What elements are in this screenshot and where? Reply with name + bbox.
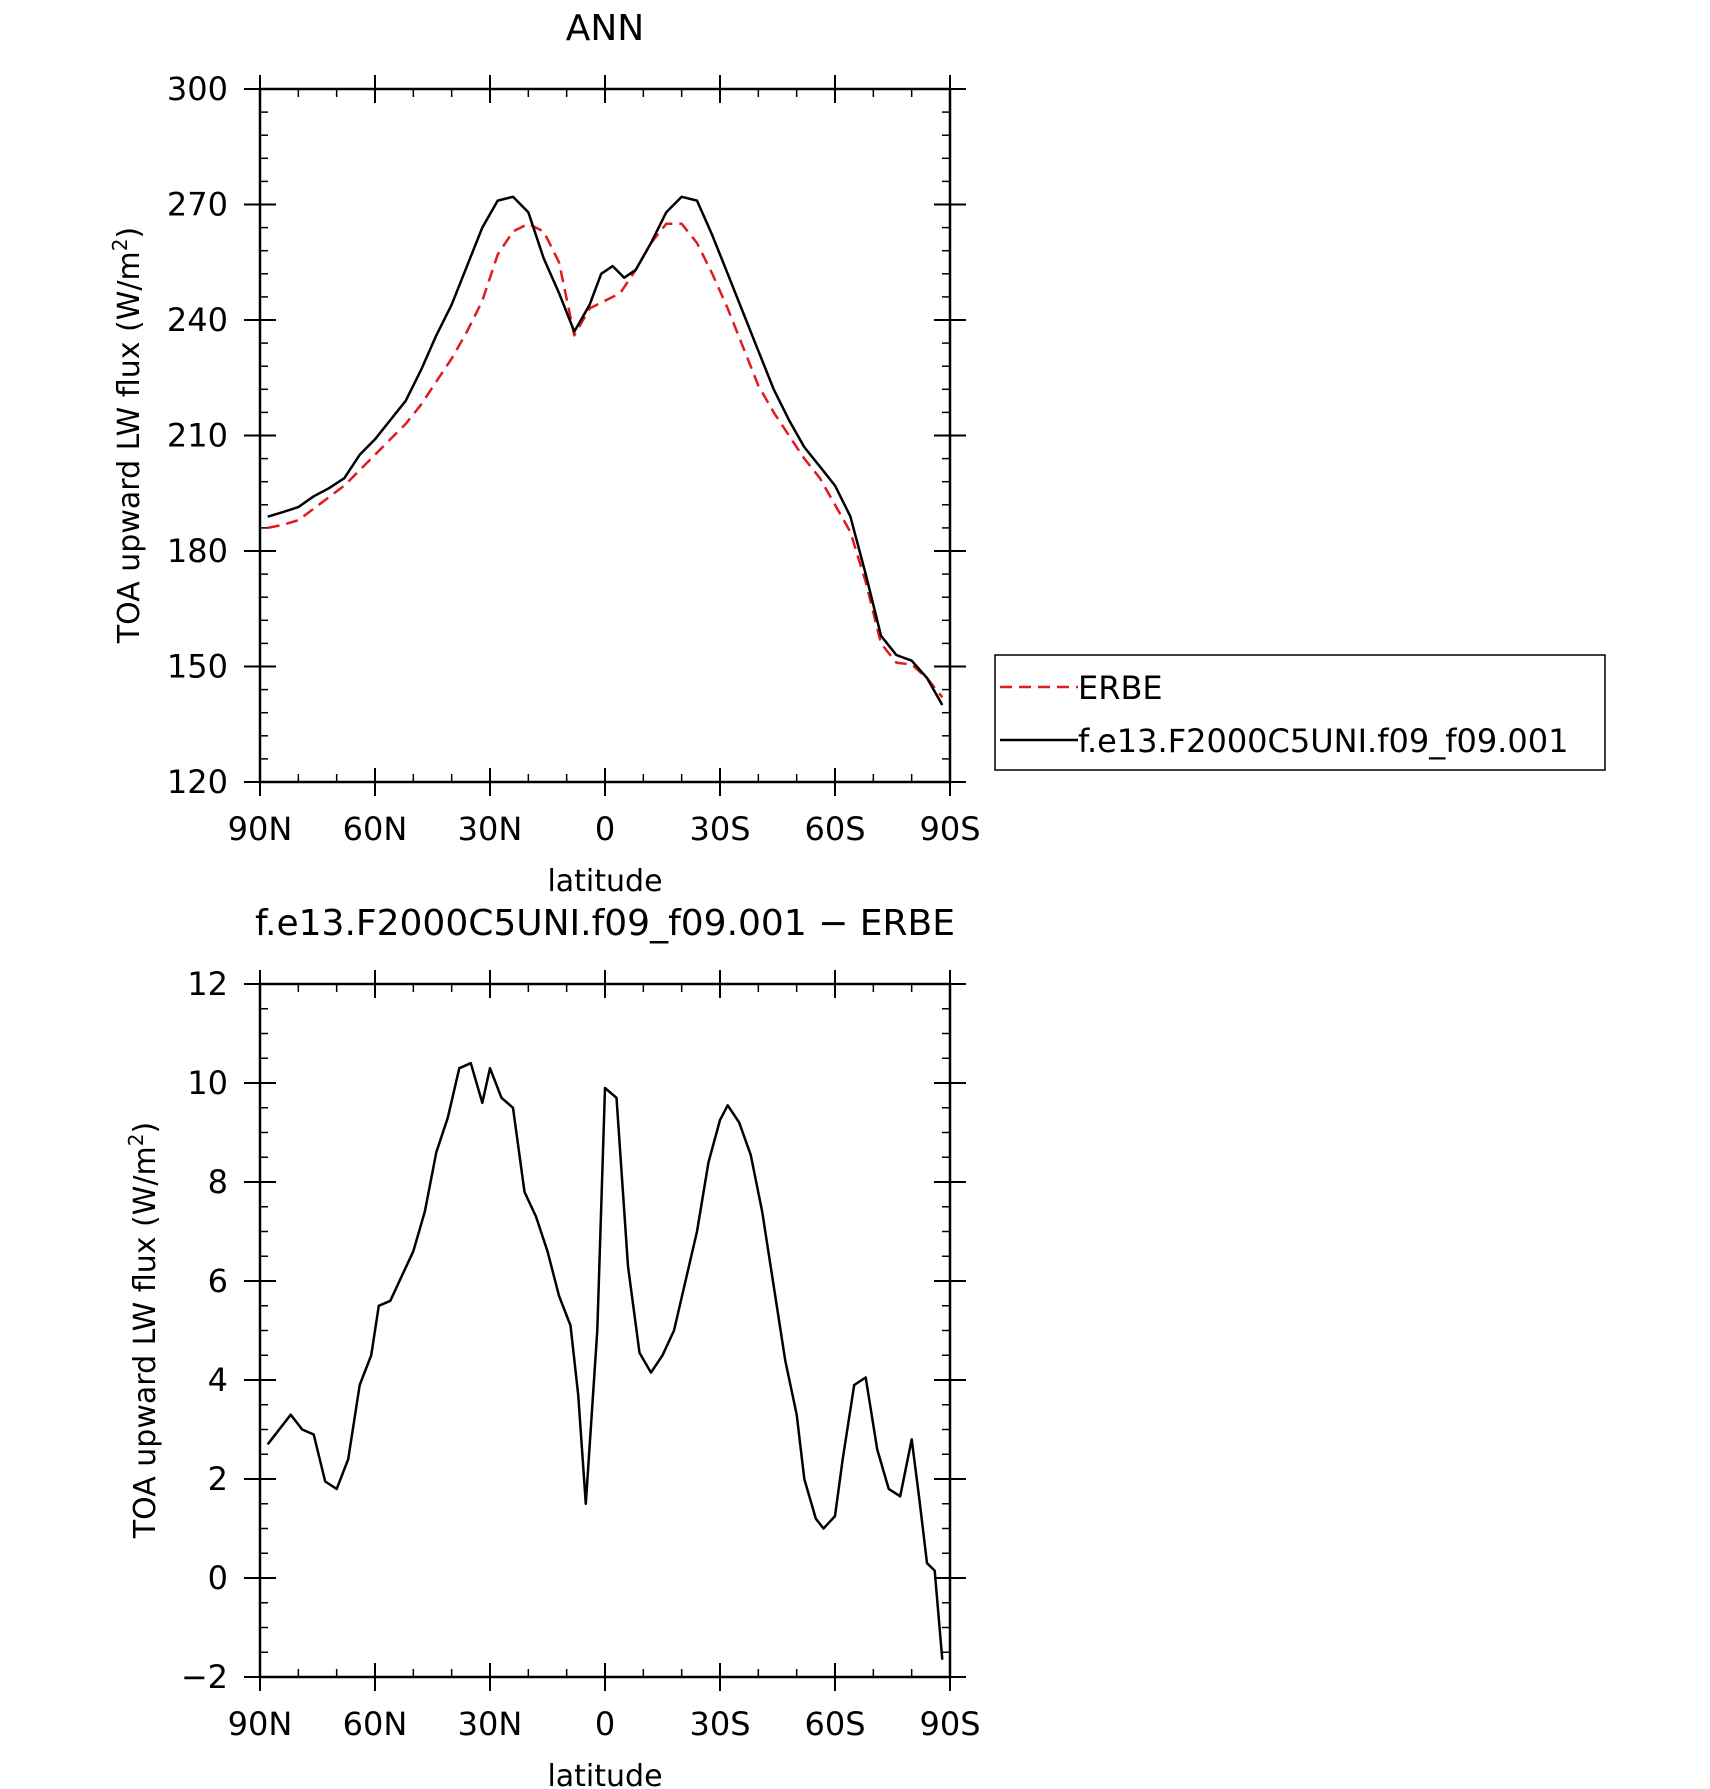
- bottom-xtick-label: 90S: [919, 1705, 980, 1743]
- top-series-line-f-e13-f2000c5uni-f09-f09-001: [267, 195, 944, 706]
- bottom-series: [266, 1061, 944, 1660]
- top-chart-title: ANN: [566, 8, 645, 49]
- bottom-ytick-label: 10: [187, 1064, 228, 1102]
- legend-erbe-label: ERBE: [1078, 669, 1163, 707]
- bottom-ticks: 90N 60N 30N 0 30S 60S 90S −2 0 2 4 6 8 10 12: [181, 965, 981, 1743]
- top-plot-frame: [258, 87, 952, 784]
- top-ytick-label: 300: [167, 70, 228, 108]
- top-panel: ANN 90N 60N 30N 0 30S 60S 90S 120 150 180 210 240 27…: [108, 8, 1606, 899]
- bottom-ytick-label: 2: [208, 1460, 228, 1498]
- bottom-ytick-label: −2: [181, 1658, 228, 1696]
- top-ytick-label: 240: [167, 301, 228, 339]
- top-ylabel-main: TOA upward LW flux (W/m: [112, 251, 147, 644]
- top-ylabel-sup: 2: [108, 239, 132, 252]
- top-ytick-label: 180: [167, 532, 228, 570]
- legend: ERBE f.e13.F2000C5UNI.f09_f09.001: [994, 654, 1606, 771]
- top-series-line-erbe: [267, 222, 944, 699]
- top-xtick-label: 60S: [804, 810, 865, 848]
- bottom-series-line-0: [266, 1061, 944, 1660]
- svg-text:TOA upward LW flux (W/m2): TOA upward LW flux (W/m2): [108, 227, 147, 644]
- bottom-ytick-label: 8: [208, 1163, 228, 1201]
- bottom-panel: f.e13.F2000C5UNI.f09_f09.001 − ERBE 90N 6…: [124, 903, 981, 1789]
- bottom-ytick-label: 12: [187, 965, 228, 1003]
- legend-model-label: f.e13.F2000C5UNI.f09_f09.001: [1078, 722, 1568, 760]
- top-xtick-label: 0: [595, 810, 615, 848]
- top-y-axis-label: TOA upward LW flux (W/m2): [108, 227, 147, 644]
- bottom-ylabel-sup: 2: [124, 1134, 148, 1147]
- top-series: [267, 195, 944, 706]
- top-ytick-label: 210: [167, 417, 228, 455]
- top-xtick-label: 30S: [689, 810, 750, 848]
- bottom-xtick-label: 60N: [343, 1705, 408, 1743]
- top-x-axis-label: latitude: [547, 864, 662, 899]
- bottom-ytick-label: 6: [208, 1262, 228, 1300]
- top-xtick-label: 60N: [343, 810, 408, 848]
- bottom-ytick-label: 4: [208, 1361, 228, 1399]
- top-xtick-label: 90S: [919, 810, 980, 848]
- bottom-xtick-label: 60S: [804, 1705, 865, 1743]
- legend-box: [994, 654, 1606, 771]
- top-ytick-label: 150: [167, 648, 228, 686]
- bottom-x-axis-label: latitude: [547, 1759, 662, 1789]
- top-xtick-label: 90N: [228, 810, 293, 848]
- bottom-ylabel-main: TOA upward LW flux (W/m: [128, 1146, 163, 1539]
- bottom-y-axis-label: TOA upward LW flux (W/m2): [124, 1122, 163, 1539]
- bottom-xtick-label: 30N: [458, 1705, 523, 1743]
- bottom-ylabel-close: ): [128, 1122, 163, 1134]
- top-xtick-label: 30N: [458, 810, 523, 848]
- top-ytick-label: 120: [167, 763, 228, 801]
- bottom-xtick-label: 30S: [689, 1705, 750, 1743]
- bottom-xtick-label: 90N: [228, 1705, 293, 1743]
- bottom-chart-title: f.e13.F2000C5UNI.f09_f09.001 − ERBE: [255, 903, 955, 944]
- svg-text:TOA upward LW flux (W/m2): TOA upward LW flux (W/m2): [124, 1122, 163, 1539]
- top-ylabel-close: ): [112, 227, 147, 239]
- bottom-ytick-label: 0: [208, 1559, 228, 1597]
- top-ticks: 90N 60N 30N 0 30S 60S 90S 120 150 180 210 240 270 300: [167, 70, 981, 848]
- top-ytick-label: 270: [167, 186, 228, 224]
- bottom-xtick-label: 0: [595, 1705, 615, 1743]
